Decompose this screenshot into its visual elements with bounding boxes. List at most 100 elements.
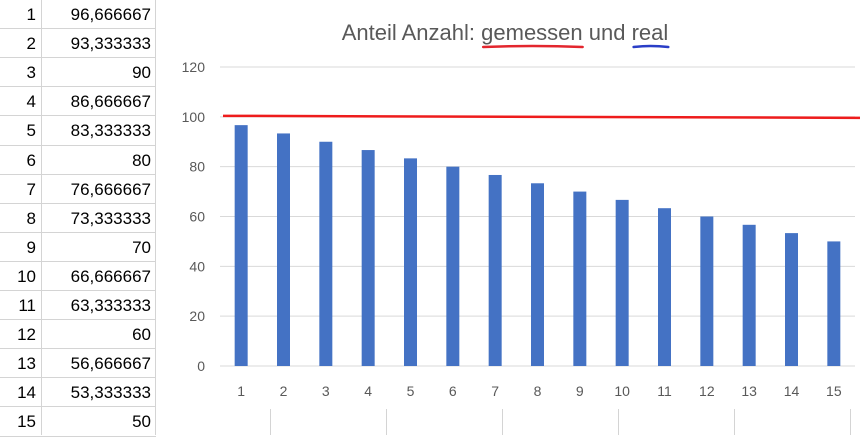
x-tick-label: 4	[364, 383, 372, 399]
cell-row-number[interactable]: 1	[26, 5, 36, 24]
chart-title: Anteil Anzahl: gemessen und real	[342, 20, 669, 45]
bar[interactable]	[488, 174, 502, 366]
row-gridline	[0, 144, 156, 146]
x-tick-label: 11	[657, 383, 672, 399]
y-tick-label: 120	[182, 59, 206, 75]
cell-value[interactable]: 76,666667	[70, 179, 151, 199]
row-gridline	[0, 377, 156, 379]
y-axis-ticks: 0 20 40 60 80 100 120	[182, 59, 206, 374]
cell-value[interactable]: 90	[132, 63, 151, 83]
y-tick-label: 100	[182, 109, 206, 125]
cell-row-number[interactable]: 5	[26, 121, 36, 141]
bar[interactable]	[319, 141, 333, 366]
cell-value[interactable]: 50	[132, 412, 151, 432]
cell-row-number[interactable]: 13	[17, 354, 36, 374]
row-gridline	[0, 57, 156, 59]
bar[interactable]	[234, 125, 248, 366]
cell-row-number[interactable]: 11	[18, 296, 36, 315]
bar[interactable]	[615, 199, 629, 366]
x-tick-label: 13	[741, 383, 757, 399]
underline-measured	[481, 44, 584, 49]
x-tick-label: 2	[280, 383, 288, 399]
cell-gridline	[618, 409, 619, 435]
bar[interactable]	[277, 133, 290, 366]
x-tick-label: 9	[576, 383, 584, 399]
row-gridline	[0, 290, 156, 291]
column-a-gridline	[41, 0, 42, 435]
cell-row-number[interactable]: 7	[26, 179, 36, 199]
bottom-row-cells	[156, 409, 860, 435]
chart-svg: Anteil Anzahl: gemessen und real 0204060…	[182, 20, 860, 399]
bar[interactable]	[700, 216, 714, 367]
cell-value[interactable]: 93,333333	[70, 34, 151, 54]
row-gridline	[0, 28, 156, 30]
x-tick-label: 3	[322, 383, 330, 399]
y-tick-label: 60	[189, 209, 205, 225]
row-gridline	[0, 173, 156, 175]
cell-gridline	[270, 409, 271, 435]
cell-value[interactable]: 56,666667	[70, 354, 151, 374]
cell-row-number[interactable]: 6	[26, 150, 36, 170]
cell-value[interactable]: 96,666667	[70, 5, 151, 24]
bar[interactable]	[404, 158, 417, 366]
cell-row-number[interactable]: 10	[17, 266, 36, 286]
row-gridline	[0, 406, 156, 408]
row-gridline	[0, 348, 156, 350]
row-gridline	[0, 202, 156, 204]
x-tick-label: 5	[407, 383, 415, 399]
reference-line	[222, 114, 860, 120]
x-tick-label: 12	[699, 383, 715, 399]
cell-row-number[interactable]: 2	[26, 34, 36, 54]
y-tick-label: 80	[189, 159, 205, 175]
cell-value[interactable]: 53,333333	[70, 383, 151, 403]
reference-line-layer	[222, 114, 860, 120]
bar[interactable]	[361, 150, 375, 366]
bar[interactable]	[785, 233, 798, 366]
row-gridline	[0, 115, 156, 117]
y-tick-label: 0	[197, 358, 205, 374]
title-part-real: real	[632, 20, 669, 45]
x-tick-label: 6	[449, 383, 457, 399]
x-tick-label: 1	[237, 383, 245, 399]
bar[interactable]	[446, 166, 460, 366]
x-axis-ticks: 1 2 3 4 5 6 7 8 9 10 11 12 13 14 15	[237, 383, 842, 399]
x-tick-label: 14	[784, 383, 800, 399]
bar[interactable]	[827, 241, 841, 366]
chart[interactable]: Anteil Anzahl: gemessen und real 0 20 40 60…	[165, 0, 860, 409]
title-underlines	[481, 44, 670, 49]
cell-gridline	[734, 409, 735, 435]
row-gridline	[0, 319, 156, 321]
cell-row-number[interactable]: 12	[17, 325, 36, 345]
cell-row-number[interactable]: 4	[26, 92, 36, 112]
row-gridline	[0, 86, 156, 88]
cell-row-number[interactable]: 15	[17, 412, 36, 432]
bar[interactable]	[531, 183, 544, 366]
title-part-measured: gemessen	[481, 20, 583, 45]
cell-value[interactable]: 83,333333	[70, 121, 151, 141]
cell-value[interactable]: 73,333333	[70, 208, 151, 228]
bar[interactable]	[658, 208, 671, 366]
title-part-and: und	[583, 20, 632, 45]
cell-value[interactable]: 63,333333	[70, 296, 151, 315]
x-tick-label: 8	[534, 383, 542, 399]
underline-real	[632, 44, 670, 49]
cell-value[interactable]: 60	[132, 325, 151, 345]
row-gridline	[0, 260, 156, 262]
cell-value[interactable]: 80	[132, 150, 151, 170]
x-tick-label: 15	[826, 383, 842, 399]
cell-value[interactable]: 70	[132, 237, 151, 257]
cell-row-number[interactable]: 14	[17, 383, 36, 403]
title-part-prefix: Anteil Anzahl:	[342, 20, 481, 45]
row-gridline	[0, 435, 156, 437]
cell-row-number[interactable]: 9	[26, 237, 36, 257]
bar[interactable]	[573, 191, 587, 366]
cell-value[interactable]: 66,666667	[70, 266, 151, 286]
column-b-gridline	[155, 0, 156, 435]
bar[interactable]	[742, 224, 756, 366]
cell-value[interactable]: 86,666667	[70, 92, 151, 112]
row-gridline	[0, 231, 156, 233]
cell-row-number[interactable]: 8	[26, 208, 36, 228]
cell-row-number[interactable]: 3	[26, 63, 36, 83]
cell-gridline	[386, 409, 387, 435]
